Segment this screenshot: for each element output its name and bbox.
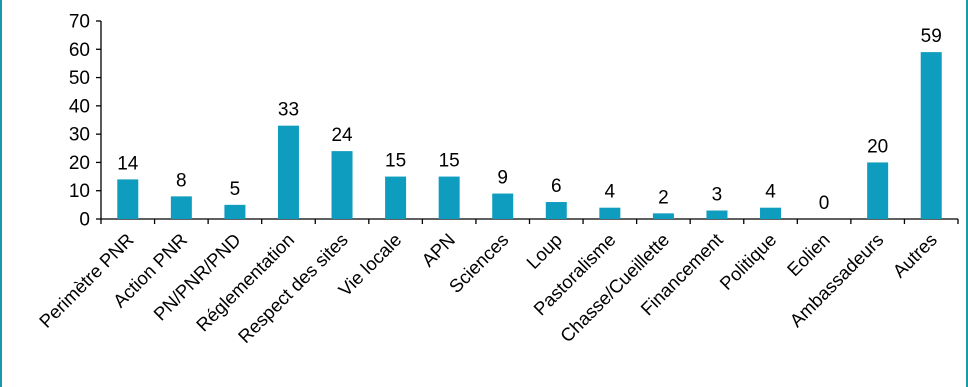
frame-border-right: [966, 0, 968, 387]
category-label: Loup: [522, 229, 566, 273]
data-label: 59: [921, 26, 942, 47]
bar: [277, 125, 299, 219]
bar: [867, 162, 889, 219]
data-label: 8: [176, 170, 187, 191]
bar: [492, 193, 514, 219]
data-label: 14: [117, 153, 139, 174]
x-axis: [100, 218, 959, 224]
data-label: 33: [278, 100, 299, 121]
y-tick-label: 50: [69, 68, 90, 89]
data-label: 4: [605, 182, 616, 203]
category-label: APN: [417, 229, 459, 271]
bar: [385, 176, 407, 219]
data-label: 9: [497, 168, 508, 189]
bar: [545, 202, 567, 219]
data-label: 20: [867, 136, 888, 157]
y-tick-label: 20: [69, 153, 90, 174]
bar: [599, 207, 621, 219]
data-label: 15: [385, 151, 406, 172]
category-label: Sciences: [445, 229, 513, 297]
y-axis: 0 10 20 30 40 50 60 70: [69, 12, 102, 231]
category-label: Perimètre PNR: [35, 229, 138, 332]
category-label: Autres: [888, 229, 941, 282]
data-label: 5: [230, 179, 241, 200]
category-label: Politique: [715, 229, 780, 294]
category-label: Ambassadeurs: [785, 229, 887, 331]
data-label: 3: [712, 185, 723, 206]
y-tick-label: 70: [69, 12, 90, 33]
category-label: Eolien: [783, 229, 834, 280]
bar: [331, 151, 353, 219]
data-label: 6: [551, 176, 562, 197]
data-label: 0: [819, 193, 830, 214]
y-tick-label: 0: [79, 210, 90, 231]
data-label: 15: [439, 151, 460, 172]
bar: [652, 213, 674, 219]
data-label: 24: [331, 125, 353, 146]
bar: [224, 204, 246, 219]
data-label: 4: [765, 182, 776, 203]
frame-border-left: [0, 0, 2, 387]
y-tick-label: 30: [69, 125, 90, 146]
y-tick-label: 10: [69, 181, 90, 202]
bars: [117, 52, 942, 219]
category-label: Réglementation: [192, 229, 298, 335]
bar: [438, 176, 460, 219]
bar: [170, 196, 192, 219]
y-tick-label: 40: [69, 96, 90, 117]
y-tick-label: 60: [69, 40, 90, 61]
bar: [920, 52, 942, 219]
data-labels: 14 8 5 33 24 15 15 9 6 4 2 3 4 0 20 59: [117, 26, 942, 214]
data-label: 2: [658, 187, 669, 208]
bar: [117, 179, 139, 219]
bar: [760, 207, 782, 219]
bar: [706, 210, 728, 219]
